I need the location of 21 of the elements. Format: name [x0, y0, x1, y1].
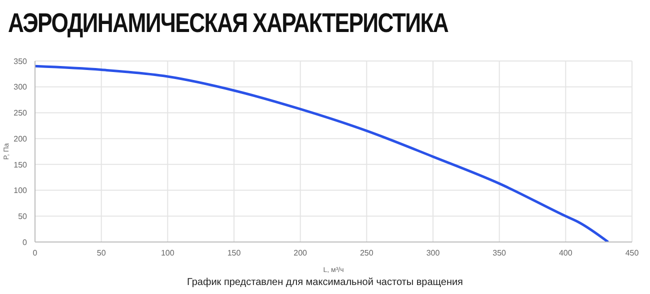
x-tick-label: 350 — [492, 248, 507, 258]
y-tick-label: 250 — [14, 108, 28, 118]
y-tick-label: 350 — [14, 56, 28, 66]
y-tick-label: 50 — [18, 212, 28, 221]
x-tick-label: 150 — [227, 248, 242, 258]
x-tick-label: 50 — [96, 248, 106, 258]
y-tick-label: 150 — [14, 160, 28, 170]
x-tick-label: 300 — [426, 248, 440, 258]
line-series — [35, 64, 610, 242]
text: График представлен для максимальной частоты вращения — [186, 277, 464, 288]
y-tick-label: 300 — [14, 82, 28, 92]
chart-title: АЭРОДИНАМИЧЕСКАЯ ХАРАКТЕРИСТИКА — [8, 8, 448, 39]
x-tick-label: 200 — [294, 248, 308, 258]
y-tick-label: 0 — [22, 238, 28, 247]
x-tick-label: 450 — [625, 248, 640, 258]
y-tick-label: 100 — [14, 186, 28, 196]
x-tick-label: 100 — [160, 248, 175, 258]
x-tick-label: 250 — [360, 248, 374, 258]
x-tick-label: 0 — [32, 248, 38, 258]
y-tick-label: 200 — [14, 134, 28, 144]
x-tick-label: 400 — [558, 248, 573, 258]
